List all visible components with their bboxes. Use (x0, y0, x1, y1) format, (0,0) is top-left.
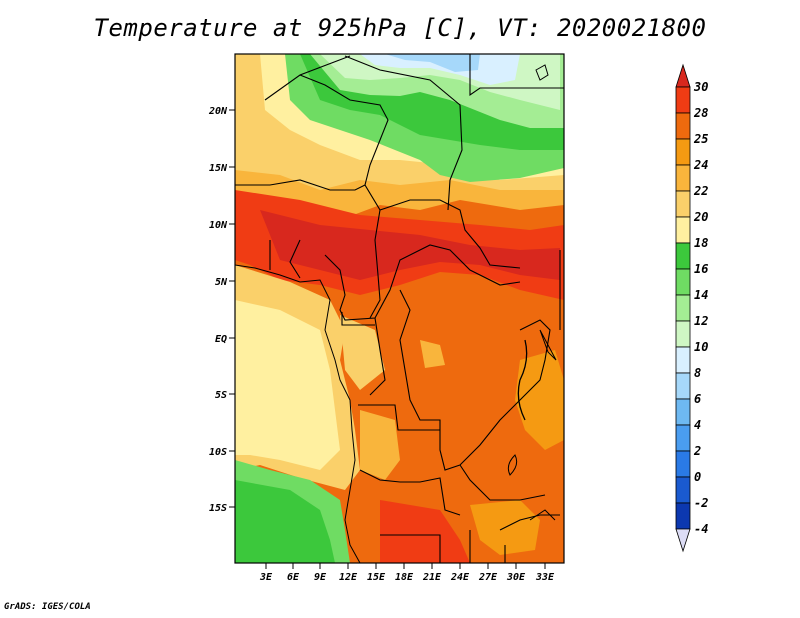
colorbar-label: 22 (693, 184, 708, 198)
colorbar-label: 4 (694, 418, 701, 432)
colorbar-swatch (675, 86, 691, 114)
lat-label-10s: 10S (209, 447, 227, 458)
colorbar: 30 28 25 24 22 20 18 16 14 12 10 8 6 4 2… (675, 63, 708, 553)
colorbar-label: 14 (694, 288, 708, 302)
colorbar-swatch (675, 112, 691, 140)
lon-label-27e: 27E (478, 572, 498, 583)
lat-label-5s: 5S (215, 390, 227, 401)
map-frame (234, 53, 565, 564)
colorbar-cap-top (675, 63, 691, 88)
country-borders (235, 54, 564, 563)
colorbar-swatch (675, 476, 691, 504)
colorbar-label: 20 (693, 210, 708, 224)
colorbar-swatch (675, 372, 691, 400)
colorbar-swatch (675, 216, 691, 244)
colorbar-label: 8 (694, 366, 701, 380)
latitude-axis: 20N 15N 10N 5N EQ 5S 10S 15S (208, 106, 235, 514)
colorbar-swatch (675, 294, 691, 322)
colorbar-swatches (675, 63, 691, 553)
lon-label-6e: 6E (287, 572, 300, 583)
colorbar-label: 24 (693, 158, 708, 172)
colorbar-label: 10 (694, 340, 708, 354)
colorbar-swatch (675, 450, 691, 478)
colorbar-swatch (675, 502, 691, 530)
temperature-field (235, 54, 564, 563)
lat-label-5n: 5N (215, 277, 228, 288)
longitude-axis: 3E 6E 9E 12E 15E 18E 21E 24E 27E 30E 33E (259, 563, 555, 583)
lat-label-15s: 15S (209, 503, 227, 514)
colorbar-label: 30 (693, 80, 708, 94)
colorbar-label: 6 (694, 392, 701, 406)
colorbar-swatch (675, 320, 691, 348)
colorbar-swatch (675, 398, 691, 426)
colorbar-label: 12 (694, 314, 708, 328)
colorbar-swatch (675, 190, 691, 218)
colorbar-swatch (675, 268, 691, 296)
colorbar-label: 0 (694, 470, 701, 484)
colorbar-label: 18 (694, 236, 708, 250)
lat-label-20n: 20N (208, 106, 228, 117)
colorbar-labels: 30 28 25 24 22 20 18 16 14 12 10 8 6 4 2… (693, 80, 708, 536)
chart-title: Temperature at 925hPa [C], VT: 202002180… (93, 14, 707, 42)
colorbar-cap-bottom (675, 528, 691, 553)
lon-label-18e: 18E (395, 572, 414, 583)
colorbar-swatch (675, 164, 691, 192)
colorbar-label: 16 (694, 262, 708, 276)
colorbar-label: 25 (693, 132, 708, 146)
lat-label-10n: 10N (209, 220, 228, 231)
lon-label-15e: 15E (367, 572, 386, 583)
lon-label-33e: 33E (535, 572, 555, 583)
colorbar-swatch (675, 346, 691, 374)
credit-text: GrADS: IGES/COLA (4, 602, 91, 612)
colorbar-label: -2 (694, 496, 708, 510)
coastlines (235, 64, 557, 563)
lon-label-12e: 12E (339, 572, 358, 583)
lat-label-15n: 15N (209, 163, 228, 174)
lat-label-eq: EQ (215, 334, 227, 345)
lon-label-30e: 30E (506, 572, 526, 583)
colorbar-label: 2 (693, 444, 701, 458)
colorbar-swatch (675, 138, 691, 166)
lon-label-3e: 3E (259, 572, 273, 583)
colorbar-swatch (675, 424, 691, 452)
colorbar-swatch (675, 242, 691, 270)
lon-label-24e: 24E (450, 572, 470, 583)
colorbar-label: 28 (693, 106, 708, 120)
lon-label-21e: 21E (422, 572, 442, 583)
colorbar-label: -4 (694, 522, 708, 536)
lon-label-9e: 9E (314, 572, 327, 583)
